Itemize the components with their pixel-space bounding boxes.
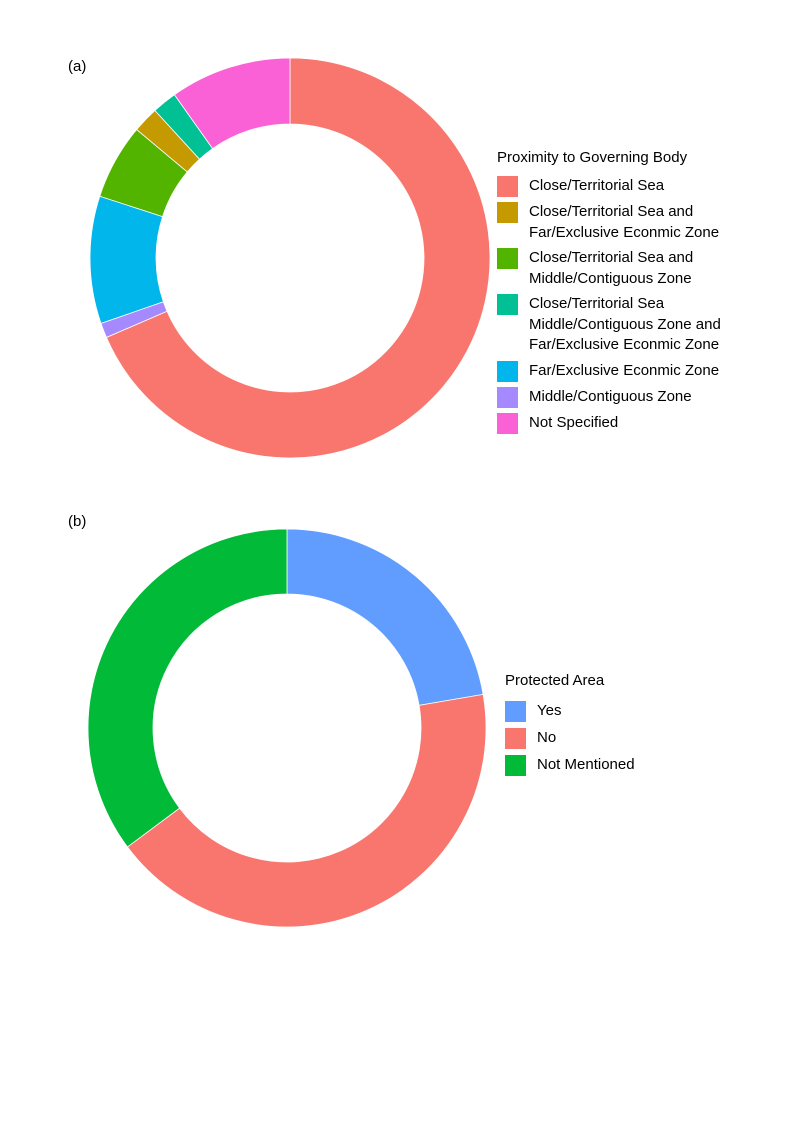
panel-label-a: (a): [68, 58, 87, 75]
legend-label: No: [537, 729, 557, 746]
legend-item-far-exclusive-econmic-zone: Far/Exclusive Econmic Zone: [497, 360, 721, 382]
legend-item-not-mentioned: Not Mentioned: [505, 755, 635, 776]
legend-swatch: [505, 701, 526, 722]
legend-label: Not Specified: [529, 413, 619, 431]
legend-label: Far/Exclusive Econmic Zone: [529, 361, 720, 379]
legend-label: Close/Territorial Sea and Middle/Contigu…: [529, 249, 694, 287]
slice-b-no: [126, 693, 487, 928]
legend-label: Close/Territorial Sea and Far/Exclusive …: [529, 203, 720, 241]
slice-a-far-exclusive-econmic-zone: [89, 195, 164, 324]
legend-title-protected-area: Protected Area: [505, 672, 605, 689]
legend-swatch: [497, 294, 518, 315]
legend-item-close-territorial-sea-and-far-exclusive-econmic-zone: Close/Territorial Sea and Far/Exclusive …: [497, 202, 721, 243]
slice-b-yes: [286, 528, 484, 706]
panel-label-b: (b): [68, 513, 87, 530]
legend-swatch: [497, 386, 518, 408]
legend-item-close-territorial-sea-and-middle-contiguous-zone: Close/Territorial Sea and Middle/Contigu…: [497, 248, 721, 289]
legend-label: Close/Territorial Sea Middle/Contiguous …: [529, 295, 721, 353]
legend-swatch: [505, 728, 526, 749]
legend-swatch: [497, 176, 518, 197]
legend-title-proximity: Proximity to Governing Body: [497, 149, 688, 166]
legend-label: Yes: [537, 702, 562, 719]
legend-protected-area: Protected Area Yes No Not Mentioned: [505, 672, 635, 782]
legend-swatch: [497, 202, 518, 223]
legend-items-protected-area: Yes No Not Mentioned: [505, 701, 635, 776]
legend-item-no: No: [505, 728, 635, 749]
legend-label: Not Mentioned: [537, 756, 635, 773]
legend-swatch: [505, 755, 526, 776]
legend-swatch: [497, 248, 518, 269]
legend-proximity: Proximity to Governing Body Close/Territ…: [497, 149, 721, 439]
legend-label: Middle/Contiguous Zone: [529, 387, 692, 405]
legend-label: Close/Territorial Sea: [529, 177, 665, 194]
slice-a-not-specified: [173, 57, 291, 150]
legend-item-close-territorial-sea-middle-contiguous-zone-and-far-exclusive-econmic-zone: Close/Territorial Sea Middle/Contiguous …: [497, 294, 721, 356]
legend-item-yes: Yes: [505, 701, 635, 722]
slice-b-not-mentioned: [87, 528, 288, 848]
legend-swatch: [497, 360, 518, 382]
slice-a-close-territorial-sea: [105, 57, 491, 459]
legend-item-not-specified: Not Specified: [497, 412, 721, 434]
legend-item-close-territorial-sea: Close/Territorial Sea: [497, 176, 721, 197]
legend-swatch: [497, 412, 518, 434]
legend-items-proximity: Close/Territorial Sea Close/Territorial S…: [497, 176, 721, 434]
legend-item-middle-contiguous-zone: Middle/Contiguous Zone: [497, 386, 721, 408]
